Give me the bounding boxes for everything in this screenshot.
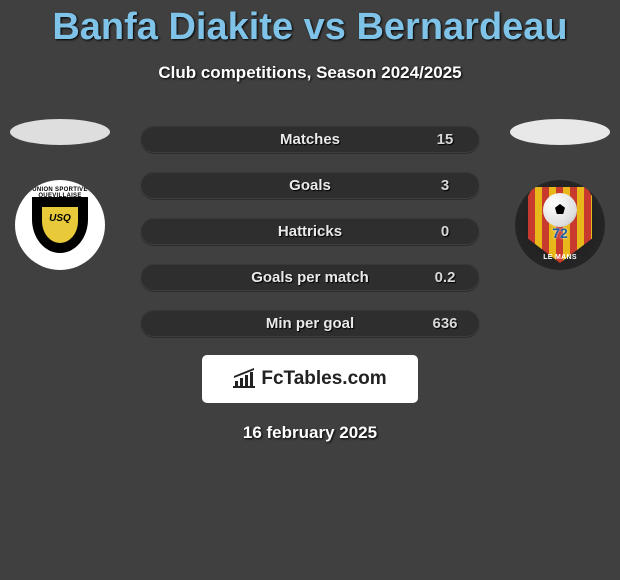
stat-right-value: 0.2 (425, 269, 465, 286)
club-badge-right: 72 LE MANS (515, 180, 605, 270)
stat-right-value: 15 (425, 131, 465, 148)
stat-label: Goals per match (195, 269, 425, 286)
branding-link[interactable]: FcTables.com (202, 355, 418, 403)
page-subtitle: Club competitions, Season 2024/2025 (0, 63, 620, 83)
stat-label: Hattricks (195, 223, 425, 240)
football-icon (543, 193, 577, 227)
stat-right-value: 3 (425, 177, 465, 194)
player-oval-right (510, 119, 610, 145)
crest-right-label: LE MANS (528, 254, 592, 261)
crest-right-icon: 72 LE MANS (528, 187, 592, 263)
stat-label: Matches (195, 131, 425, 148)
club-badge-left: UNION SPORTIVE QUEVILLAISE USQ (15, 180, 105, 270)
crest-left-icon: UNION SPORTIVE QUEVILLAISE USQ (32, 197, 88, 253)
crest-left-inner-text: USQ (36, 213, 84, 224)
crest-right-number: 72 (528, 225, 592, 241)
comparison-row: UNION SPORTIVE QUEVILLAISE USQ 72 LE MAN… (0, 125, 620, 337)
stat-right-value: 0 (425, 223, 465, 240)
stat-row: Hattricks 0 (140, 217, 480, 245)
stats-list: Matches 15 Goals 3 Hattricks 0 Goals per… (140, 125, 480, 337)
player-oval-left (10, 119, 110, 145)
stat-row: Min per goal 636 (140, 309, 480, 337)
crest-left-ring-text: UNION SPORTIVE QUEVILLAISE (22, 187, 98, 199)
page-root: Banfa Diakite vs Bernardeau Club competi… (0, 0, 620, 443)
footer-date: 16 february 2025 (0, 423, 620, 443)
page-title: Banfa Diakite vs Bernardeau (0, 6, 620, 49)
stat-row: Matches 15 (140, 125, 480, 153)
branding-text: FcTables.com (261, 368, 386, 390)
stat-row: Goals per match 0.2 (140, 263, 480, 291)
stat-row: Goals 3 (140, 171, 480, 199)
stat-label: Min per goal (195, 315, 425, 332)
stat-right-value: 636 (425, 315, 465, 332)
stat-label: Goals (195, 177, 425, 194)
chart-icon (233, 370, 255, 388)
